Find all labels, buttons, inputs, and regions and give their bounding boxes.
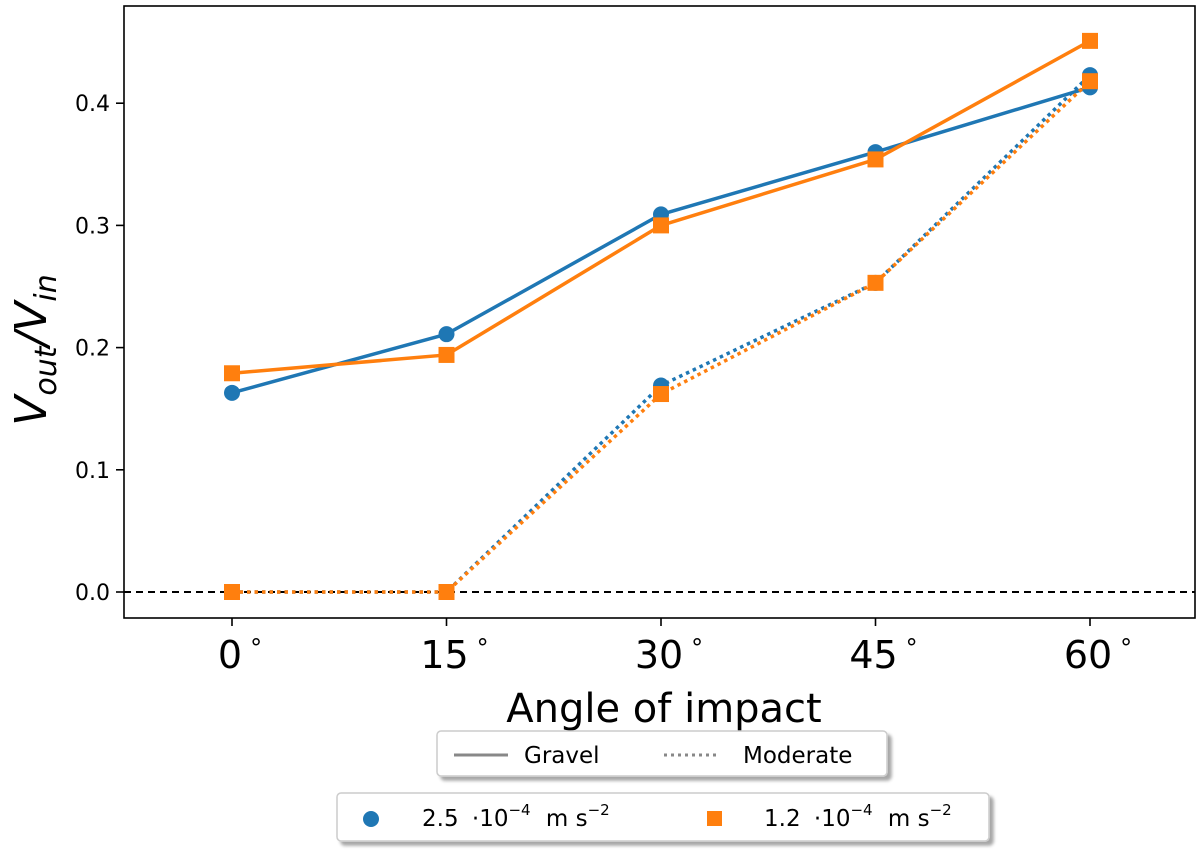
y-label-v-in: V — [6, 299, 57, 332]
series-line-1-2e-4-moderate — [232, 79, 1092, 594]
point-1-2e-4-gravel-4 — [1082, 32, 1098, 49]
y-label-sub-in: in — [29, 274, 64, 301]
legend-line-style-box — [436, 730, 888, 777]
y-tick-label-0: 0.0 — [75, 581, 110, 606]
point-1-2e-4-gravel-2 — [653, 217, 669, 234]
point-1-2e-4-moderate-1 — [438, 584, 455, 600]
series-line-2-5e-4-moderate — [232, 73, 1092, 594]
point-2-5e-4-gravel-1 — [438, 326, 455, 343]
legend-circle-marker — [363, 811, 379, 827]
y-tick-label-2: 0.2 — [75, 337, 110, 362]
point-1-2e-4-gravel-0 — [224, 365, 240, 382]
y-axis-ticks: 0.0 0.1 0.2 0.3 0.4 — [75, 92, 124, 606]
point-1-2e-4-gravel-3 — [867, 151, 884, 168]
x-axis-ticks: 0 ° 15 ° 30 ° 45 ° 60 ° — [218, 618, 1132, 677]
legend-accel-label-1: 2.5 ·10−4 m s−2 — [422, 795, 610, 832]
point-2-5e-4-gravel-0 — [224, 384, 240, 401]
y-label-slash: / — [6, 328, 57, 351]
legend-acceleration-box — [336, 792, 990, 842]
x-tick-label-2: 30 ° — [635, 633, 703, 677]
series-line-2-5e-4-gravel — [231, 85, 1091, 395]
point-1-2e-4-moderate-4 — [1082, 73, 1098, 90]
y-label-v-out: V — [6, 393, 57, 426]
x-tick-label-1: 15 ° — [420, 633, 488, 677]
y-tick-label-3: 0.3 — [75, 214, 110, 239]
series-layer — [124, 32, 1195, 600]
legend-acceleration: 2.5 ·10−4 m s−2 1.2 ·10−4 m s−2 — [336, 792, 990, 842]
point-1-2e-4-moderate-0 — [224, 584, 240, 600]
legend-moderate-label: Moderate — [743, 743, 852, 769]
legend-gravel-label: Gravel — [524, 743, 600, 769]
y-axis-label: Vout/Vin — [6, 274, 64, 426]
point-1-2e-4-moderate-3 — [867, 274, 884, 291]
point-1-2e-4-gravel-1 — [438, 346, 455, 363]
x-tick-label-0: 0 ° — [218, 633, 262, 677]
point-1-2e-4-moderate-2 — [653, 386, 669, 403]
legend-accel-label-2: 1.2 ·10−4 m s−2 — [764, 795, 952, 832]
x-axis-label: Angle of impact — [506, 686, 821, 732]
legend-square-marker — [707, 811, 722, 826]
y-label-sub-out: out — [29, 345, 64, 395]
y-tick-label-1: 0.1 — [75, 459, 110, 484]
legend-line-style: Gravel Moderate — [436, 730, 888, 777]
plot-frame — [123, 5, 1196, 619]
y-tick-label-4: 0.4 — [75, 92, 110, 117]
x-tick-label-4: 60 ° — [1064, 633, 1132, 677]
x-tick-label-3: 45 ° — [849, 633, 917, 677]
